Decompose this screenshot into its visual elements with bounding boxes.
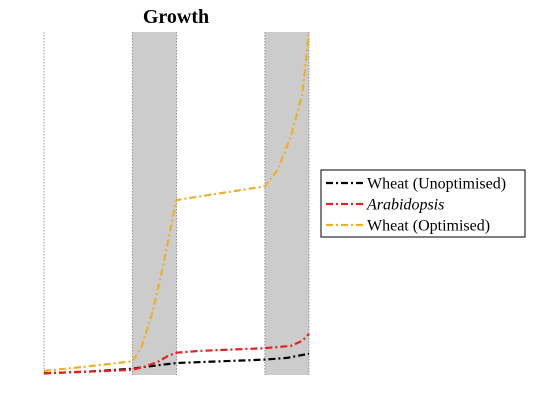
legend-label-3: Wheat (Optimised) (367, 218, 490, 235)
shaded-region-1 (132, 32, 177, 375)
legend-box (320, 169, 526, 238)
legend: Wheat (Unoptimised) Arabidopsis Wheat (Opt… (320, 169, 526, 238)
shaded-region-2 (264, 32, 309, 375)
series-line-3 (43, 31, 311, 372)
plot-area (43, 31, 311, 375)
chart-title: Growth (143, 6, 209, 28)
series-line-2 (43, 333, 310, 375)
series-line-1 (43, 352, 310, 375)
legend-label-2: Arabidopsis (366, 197, 444, 214)
legend-label-1: Wheat (Unoptimised) (367, 176, 506, 193)
